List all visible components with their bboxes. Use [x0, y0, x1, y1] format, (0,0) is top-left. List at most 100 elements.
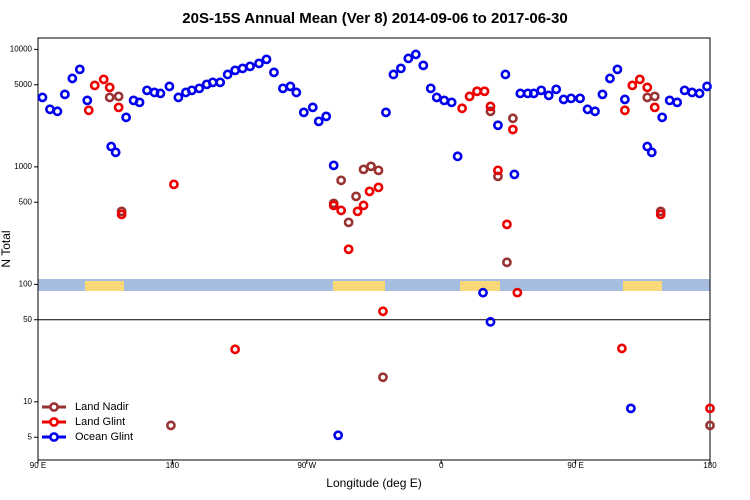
x-tick-label: 180: [703, 461, 717, 470]
point: [575, 93, 585, 104]
point: [230, 344, 241, 355]
point: [254, 58, 264, 69]
point: [106, 141, 117, 152]
point: [328, 160, 339, 171]
legend-marker: [49, 417, 59, 427]
point: [543, 90, 554, 101]
point: [679, 85, 690, 96]
point: [222, 69, 233, 80]
series: [37, 49, 712, 441]
point: [285, 81, 296, 92]
point: [378, 372, 388, 383]
point: [431, 92, 442, 103]
y-tick-label: 10: [23, 397, 32, 406]
point: [582, 104, 593, 115]
point: [89, 80, 100, 91]
legend-marker: [49, 402, 59, 412]
point: [388, 69, 399, 80]
point: [612, 64, 623, 75]
y-tick-label: 50: [23, 315, 32, 324]
point: [472, 86, 482, 97]
point: [164, 81, 175, 92]
point: [358, 200, 369, 211]
point: [705, 420, 715, 431]
point: [597, 89, 608, 100]
point: [121, 112, 132, 123]
point: [45, 104, 55, 115]
point: [551, 84, 562, 95]
band-land: [623, 281, 662, 291]
plot-frame: [37, 37, 711, 461]
dense-band: [38, 279, 710, 291]
point: [343, 244, 354, 255]
point: [515, 88, 526, 99]
point: [642, 141, 653, 152]
point: [52, 106, 63, 117]
point: [418, 60, 429, 71]
point: [142, 85, 152, 96]
point: [479, 86, 490, 97]
point: [321, 111, 332, 122]
point: [502, 219, 512, 230]
point: [366, 161, 376, 172]
band-land: [85, 281, 124, 291]
point: [134, 97, 145, 108]
point: [634, 74, 645, 85]
point: [616, 343, 627, 354]
point: [493, 120, 503, 131]
point: [245, 61, 255, 72]
point: [425, 83, 436, 94]
point: [687, 87, 697, 98]
point: [625, 403, 636, 414]
point: [478, 287, 488, 298]
point: [278, 83, 288, 94]
point: [452, 151, 463, 162]
y-tick-label: 100: [19, 279, 33, 288]
point: [207, 77, 218, 88]
point: [104, 82, 115, 93]
point: [215, 77, 226, 88]
point: [649, 91, 660, 102]
point: [155, 88, 166, 99]
point: [173, 92, 184, 103]
point: [113, 102, 124, 113]
point: [646, 147, 657, 158]
point: [378, 306, 388, 317]
point: [82, 95, 93, 106]
point: [657, 112, 668, 123]
point: [642, 92, 653, 103]
point: [336, 175, 347, 186]
point: [649, 102, 660, 113]
point: [373, 165, 384, 176]
point: [446, 97, 457, 108]
point: [230, 65, 241, 76]
point: [410, 49, 421, 60]
point: [110, 147, 121, 158]
point: [619, 105, 630, 116]
point: [642, 82, 653, 93]
point: [502, 257, 512, 268]
point: [558, 94, 569, 105]
point: [512, 287, 523, 298]
y-tick-label: 10000: [10, 44, 33, 53]
y-tick-label: 5000: [14, 80, 32, 89]
point: [536, 85, 547, 96]
point: [655, 209, 666, 220]
point: [702, 81, 712, 92]
point: [104, 92, 115, 103]
series: [83, 74, 715, 414]
chart-title: 20S-15S Annual Mean (Ver 8) 2014-09-06 t…: [182, 10, 567, 27]
point: [364, 186, 375, 197]
point: [186, 85, 197, 96]
legend-label: Land Nadir: [75, 401, 129, 413]
point: [352, 206, 363, 217]
point: [705, 403, 715, 414]
point: [694, 88, 705, 99]
point: [59, 89, 70, 100]
point: [261, 54, 272, 65]
y-axis-label: N Total: [0, 230, 13, 267]
point: [307, 102, 318, 113]
point: [439, 95, 450, 106]
point: [493, 165, 503, 176]
